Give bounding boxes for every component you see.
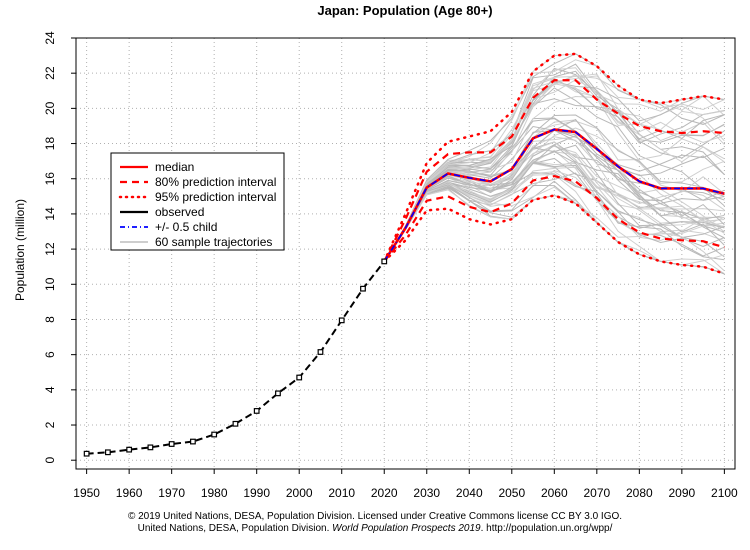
legend-label: observed: [155, 205, 204, 219]
observed-point: [190, 438, 196, 445]
observed-line: [86, 260, 386, 455]
footer-citation-prefix: United Nations, DESA, Population Divisio…: [137, 523, 333, 534]
x-tick-label: 1950: [73, 486, 100, 500]
x-tick-label: 2020: [371, 486, 398, 500]
observed-point: [381, 258, 388, 265]
sample-trajectory: [383, 53, 725, 262]
sample-trajectory: [383, 184, 725, 275]
sample-trajectory: [383, 181, 725, 272]
x-tick-label: 2040: [456, 486, 483, 500]
legend-label: 80% prediction interval: [155, 175, 276, 189]
y-tick-label: 18: [43, 137, 57, 151]
x-tick-label: 2030: [413, 486, 440, 500]
observed-point: [83, 450, 90, 457]
axes-layer: 1950 1960 1970 1980 1990 2000 2010 2020 2030 2040…: [43, 31, 738, 500]
legend-label: 60 sample trajectories: [155, 235, 272, 249]
sample-trajectory: [383, 144, 725, 262]
y-tick-label: 12: [43, 242, 57, 256]
pi80-upper-line: [383, 79, 725, 262]
x-tick-label: 1970: [158, 486, 185, 500]
observed-point: [168, 441, 175, 447]
half-child-line: [383, 128, 725, 262]
y-tick-label: 8: [43, 316, 57, 323]
sample-trajectory: [383, 185, 725, 275]
observed-point: [317, 349, 324, 355]
x-tick-label: 2050: [498, 486, 525, 500]
observed-point: [338, 317, 345, 324]
sample-trajectory: [383, 59, 725, 262]
pi95-upper-line: [382, 52, 726, 263]
sample-trajectory: [383, 189, 725, 275]
sample-trajectory: [383, 160, 725, 262]
observed-point: [126, 446, 133, 453]
sample-trajectory: [383, 172, 725, 262]
observed-point: [147, 444, 154, 451]
x-tick-label: 1960: [116, 486, 143, 500]
y-tick-label: 10: [43, 277, 57, 291]
x-tick-label: 2070: [583, 486, 610, 500]
y-tick-label: 24: [43, 31, 57, 45]
sample-trajectory: [383, 118, 725, 262]
x-tick-label: 2000: [286, 486, 313, 500]
plot-frame: [75, 37, 736, 470]
footer-citation-url: . http://population.un.org/wpp/: [480, 523, 613, 534]
legend-label: median: [155, 160, 194, 174]
footer-citation-title: World Population Prospects 2019: [332, 523, 481, 534]
y-tick-label: 20: [43, 101, 57, 115]
x-tick-label: 2090: [669, 486, 696, 500]
sample-trajectory: [383, 67, 725, 262]
y-axis-label: Population (million): [13, 199, 27, 301]
x-tick-label: 2080: [626, 486, 653, 500]
observed-point: [296, 374, 303, 381]
y-tick-label: 22: [43, 66, 57, 80]
y-tick-label: 4: [43, 386, 57, 393]
y-tick-label: 6: [43, 351, 57, 358]
observed-point: [253, 408, 260, 414]
observed-point: [360, 285, 366, 292]
sample-trajectory: [383, 160, 725, 262]
x-tick-label: 2060: [541, 486, 568, 500]
legend-box: [110, 152, 285, 251]
chart-title: Japan: Population (Age 80+): [317, 3, 492, 18]
x-tick-label: 1980: [201, 486, 228, 500]
legend-label: 95% prediction interval: [155, 190, 276, 204]
x-tick-label: 2100: [711, 486, 738, 500]
footer-citation: United Nations, DESA, Population Divisio…: [0, 523, 750, 534]
y-tick-label: 2: [43, 421, 57, 428]
observed-point: [211, 431, 218, 438]
y-tick-label: 16: [43, 172, 57, 186]
y-tick-label: 14: [43, 207, 57, 221]
sample-trajectory: [383, 144, 725, 262]
sample-trajectory: [383, 141, 725, 262]
pi80-lower-line: [383, 174, 725, 263]
series-layer: [83, 52, 726, 457]
observed-point: [275, 390, 281, 397]
x-tick-label: 1990: [243, 486, 270, 500]
observed-point: [232, 420, 239, 427]
x-tick-label: 2010: [328, 486, 355, 500]
sample-trajectory: [383, 141, 725, 262]
legend-label: +/- 0.5 child: [155, 220, 217, 234]
footer-copyright: © 2019 United Nations, DESA, Population …: [127, 511, 623, 522]
observed-point: [104, 449, 111, 456]
y-tick-label: 0: [43, 457, 57, 464]
